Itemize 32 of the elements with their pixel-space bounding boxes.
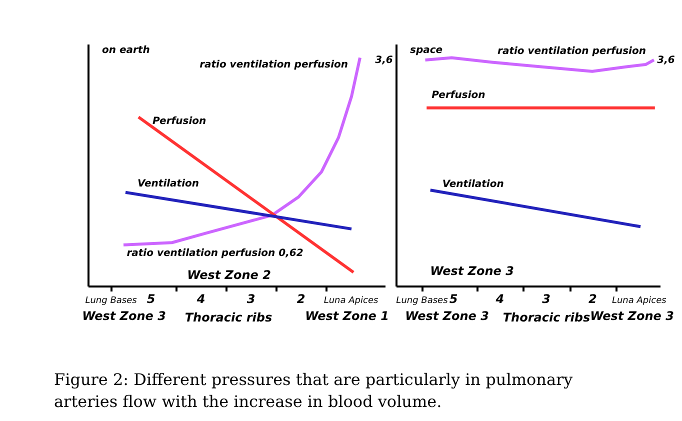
annotation: West Zone 2 xyxy=(187,268,271,282)
series-label: Ventilation xyxy=(442,179,504,190)
x-tick-label: Lung Bases xyxy=(85,296,138,306)
series-label: Perfusion xyxy=(152,116,206,128)
x-tick-label: 2 xyxy=(296,292,306,306)
series-label: ratio ventilation perfusion xyxy=(200,60,348,71)
x-tick-label: 4 xyxy=(494,292,504,306)
x-axis-title: Thoracic ribs xyxy=(502,310,590,324)
x-tick-label: 3 xyxy=(246,292,256,306)
x-tick-label: 3 xyxy=(542,292,551,306)
text: West Zone 3 xyxy=(405,309,489,323)
annotation: 3,6 xyxy=(657,55,675,66)
x-tick-label: Luna Apices xyxy=(612,296,667,306)
annotation: 3,6 xyxy=(375,55,393,66)
x-tick-label: Lung Bases xyxy=(396,296,448,306)
series-label: ratio ventilation perfusion xyxy=(498,46,646,57)
caption: Figure 2: Different pressures that are particularly in pulmonary arteries flow with the increase in blood volume. xyxy=(54,370,573,411)
text: West Zone 3 xyxy=(82,309,166,323)
x-tick-label: 2 xyxy=(588,292,597,306)
annotation: ratio ventilation perfusion 0,62 xyxy=(126,248,304,259)
x-tick-label: 4 xyxy=(196,292,206,306)
chart-title: space xyxy=(410,45,443,56)
series-label: Perfusion xyxy=(432,90,486,101)
annotation: West Zone 3 xyxy=(430,264,514,278)
text: West Zone 3 xyxy=(590,309,674,323)
series-label: Ventilation xyxy=(138,178,199,190)
x-tick-label: 5 xyxy=(146,292,156,306)
chart-title: on earth xyxy=(102,45,150,56)
x-axis-title: Thoracic ribs xyxy=(184,310,272,324)
x-tick-label: Luna Apices xyxy=(324,296,378,306)
x-tick-label: 5 xyxy=(449,292,458,306)
text: West Zone 1 xyxy=(305,309,389,323)
